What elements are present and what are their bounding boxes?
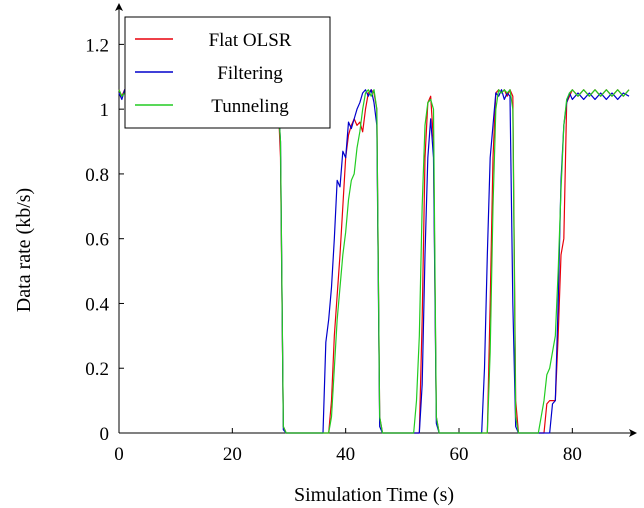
series-layer xyxy=(118,89,630,434)
y-tick-label: 1 xyxy=(100,100,110,121)
y-tick-label: 0.8 xyxy=(85,165,109,186)
legend-label: Filtering xyxy=(217,63,283,84)
x-tick-label: 0 xyxy=(114,444,124,465)
y-axis-arrow xyxy=(115,3,123,11)
x-tick-label: 60 xyxy=(450,444,469,465)
y-axis-title: Data rate (kb/s) xyxy=(13,188,35,312)
y-tick-label: 0.6 xyxy=(85,230,109,251)
y-tick-label: 0.2 xyxy=(85,359,109,380)
y-tick-label: 1.2 xyxy=(85,35,109,56)
x-axis-arrow xyxy=(629,429,637,437)
series-line-tunneling xyxy=(118,89,630,434)
x-axis-title: Simulation Time (s) xyxy=(294,484,454,506)
legend: Flat OLSR Filtering Tunneling xyxy=(124,16,331,129)
y-tick-label: 0.4 xyxy=(85,294,109,315)
axes: 0 20 40 60 80 0 0.2 0.4 0.6 0.8 1 1.2 xyxy=(85,3,637,465)
legend-label: Flat OLSR xyxy=(209,30,292,51)
x-tick-label: 40 xyxy=(336,444,355,465)
x-tick-label: 80 xyxy=(563,444,582,465)
legend-label: Tunneling xyxy=(211,96,289,117)
series-line-flat-olsr xyxy=(118,89,630,434)
x-tick-label: 20 xyxy=(223,444,242,465)
y-tick-label: 0 xyxy=(100,424,110,445)
series-line-filtering xyxy=(118,89,630,434)
